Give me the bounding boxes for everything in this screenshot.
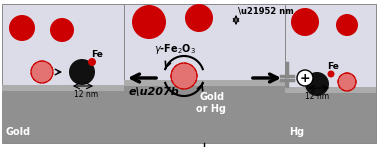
Text: Gold: Gold — [199, 92, 224, 102]
Bar — [124, 80, 285, 143]
Circle shape — [185, 4, 213, 32]
Circle shape — [9, 15, 35, 41]
Bar — [2, 4, 124, 143]
Circle shape — [305, 72, 329, 96]
Text: 12 nm: 12 nm — [305, 92, 329, 101]
Bar — [2, 85, 124, 143]
Circle shape — [171, 63, 197, 89]
Bar — [124, 4, 285, 143]
Text: 12 nm: 12 nm — [74, 90, 98, 99]
Text: +: + — [300, 71, 310, 85]
Circle shape — [171, 63, 197, 89]
Text: Fe: Fe — [327, 62, 339, 71]
Text: or Hg: or Hg — [196, 104, 226, 114]
Circle shape — [338, 73, 356, 91]
Text: Gold: Gold — [6, 127, 31, 137]
Circle shape — [291, 8, 319, 36]
Text: e\u207b: e\u207b — [129, 87, 180, 97]
Bar — [124, 80, 285, 86]
Circle shape — [69, 59, 95, 85]
Text: Hg: Hg — [289, 127, 304, 137]
Circle shape — [88, 58, 96, 66]
Circle shape — [336, 14, 358, 36]
Bar — [285, 87, 376, 143]
Circle shape — [327, 71, 335, 77]
Bar — [285, 87, 376, 93]
Circle shape — [338, 73, 356, 91]
Bar — [2, 85, 124, 91]
Text: $\gamma$-Fe$_2$O$_3$: $\gamma$-Fe$_2$O$_3$ — [154, 42, 196, 56]
Circle shape — [50, 18, 74, 42]
Circle shape — [132, 5, 166, 39]
Bar — [285, 4, 376, 143]
Circle shape — [31, 61, 53, 83]
Text: Fe: Fe — [91, 50, 103, 59]
Circle shape — [297, 70, 313, 86]
Circle shape — [31, 61, 53, 83]
Text: \u21952 nm: \u21952 nm — [238, 6, 294, 15]
